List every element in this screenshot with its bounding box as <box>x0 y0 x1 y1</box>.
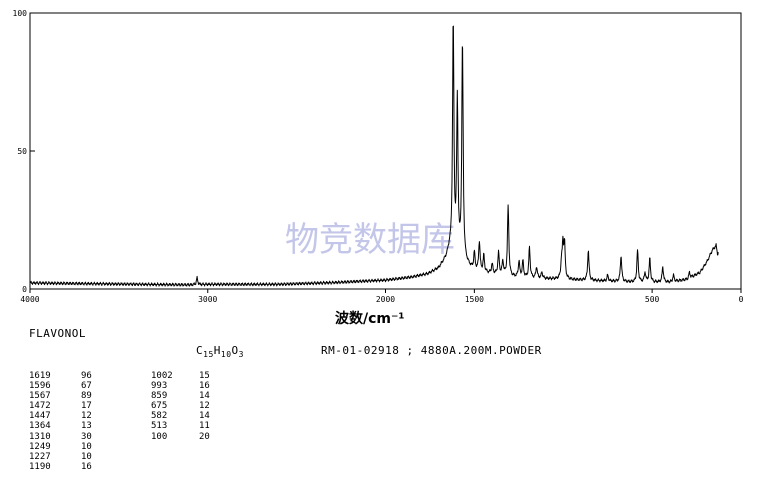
molecular-formula: C15H10O3 <box>196 344 244 359</box>
peak-wavenumber: 1596 <box>29 381 51 392</box>
peak-wavenumber: 1447 <box>29 411 51 422</box>
peak-wavenumber <box>151 452 199 462</box>
y-axis: 0 50 100 <box>13 9 35 294</box>
peak-wavenumber: 1227 <box>29 451 51 462</box>
peak-wavenumber: 1310 <box>29 431 51 442</box>
x-tick-label: 0 <box>739 295 744 304</box>
formula-h: H <box>213 344 221 357</box>
peak-intensity: 15 <box>199 371 210 381</box>
x-tick-label: 3000 <box>198 295 217 304</box>
peak-intensity <box>199 442 229 452</box>
peak-intensity: 13 <box>81 421 92 432</box>
peak-intensity: 17 <box>81 401 92 412</box>
compound-name: FLAVONOL <box>29 327 86 340</box>
peak-intensity: 10 <box>81 441 92 452</box>
peak-table: 1619 96 1002 15 1596 67 993 16 1567 89 859 14 1472 17… <box>29 371 229 472</box>
x-tick-label: 2000 <box>376 295 395 304</box>
peak-intensity: 16 <box>81 461 92 472</box>
y-tick-label: 0 <box>22 285 27 294</box>
peak-wavenumber: 1619 <box>29 371 51 381</box>
peak-wavenumber: 1002 <box>151 371 173 381</box>
formula-o-count: 3 <box>238 350 244 359</box>
peak-intensity: 20 <box>199 431 210 442</box>
peak-table-row: 1619 96 1002 15 <box>29 371 229 381</box>
peak-intensity: 14 <box>199 411 210 422</box>
peak-intensity: 12 <box>199 401 210 412</box>
watermark-text: 物竞数据库 <box>285 220 455 260</box>
x-axis-label: 波数/cm⁻¹ <box>335 310 405 327</box>
peak-wavenumber: 1567 <box>29 391 51 402</box>
peak-table-row: 1596 67 993 16 <box>29 381 229 391</box>
peak-wavenumber: 100 <box>151 431 168 442</box>
x-tick-label: 1500 <box>465 295 484 304</box>
peak-intensity: 11 <box>199 421 210 432</box>
peak-table-row: 1364 13 513 11 <box>29 421 229 431</box>
peak-wavenumber: 513 <box>151 421 168 432</box>
peak-intensity: 10 <box>81 451 92 462</box>
x-axis: 4000 3000 2000 1500 500 0 <box>20 289 744 304</box>
formula-o: O <box>231 344 239 357</box>
peak-wavenumber: 582 <box>151 411 168 422</box>
formula-c: C <box>196 344 204 357</box>
peak-wavenumber: 1190 <box>29 461 51 472</box>
peak-intensity: 96 <box>81 371 92 381</box>
peak-wavenumber: 675 <box>151 401 168 412</box>
spectrum-id: RM-01-02918 ; 4880A.200M.POWDER <box>321 344 542 357</box>
peak-wavenumber: 993 <box>151 381 168 392</box>
formula-h-count: 10 <box>220 350 232 359</box>
peak-table-row: 1190 16 <box>29 462 229 472</box>
peak-wavenumber <box>151 462 199 472</box>
peak-table-row: 1310 30 100 20 <box>29 432 229 442</box>
peak-wavenumber: 859 <box>151 391 168 402</box>
peak-wavenumber: 1364 <box>29 421 51 432</box>
peak-intensity: 30 <box>81 431 92 442</box>
x-tick-label: 500 <box>645 295 660 304</box>
peak-intensity <box>199 462 229 472</box>
peak-table-row: 1472 17 675 12 <box>29 401 229 411</box>
peak-table-row: 1249 10 <box>29 442 229 452</box>
raman-spectrum-chart: 0 50 100 4000 3000 2000 1500 500 0 物竞数据库 波数/cm⁻… <box>13 9 744 327</box>
y-tick-label: 100 <box>13 9 28 18</box>
peak-intensity: 16 <box>199 381 210 392</box>
peak-table-row: 1567 89 859 14 <box>29 391 229 401</box>
peak-intensity: 67 <box>81 381 92 392</box>
peak-wavenumber: 1249 <box>29 441 51 452</box>
peak-intensity: 89 <box>81 391 92 402</box>
peak-table-row: 1447 12 582 14 <box>29 411 229 421</box>
peak-table-row: 1227 10 <box>29 452 229 462</box>
spectrum-line <box>29 25 719 287</box>
peak-intensity <box>199 452 229 462</box>
formula-c-count: 15 <box>203 350 214 359</box>
x-tick-label: 4000 <box>20 295 39 304</box>
y-tick-label: 50 <box>17 147 27 156</box>
peak-wavenumber <box>151 442 199 452</box>
peak-intensity: 14 <box>199 391 210 402</box>
peak-intensity: 12 <box>81 411 92 422</box>
peak-wavenumber: 1472 <box>29 401 51 412</box>
